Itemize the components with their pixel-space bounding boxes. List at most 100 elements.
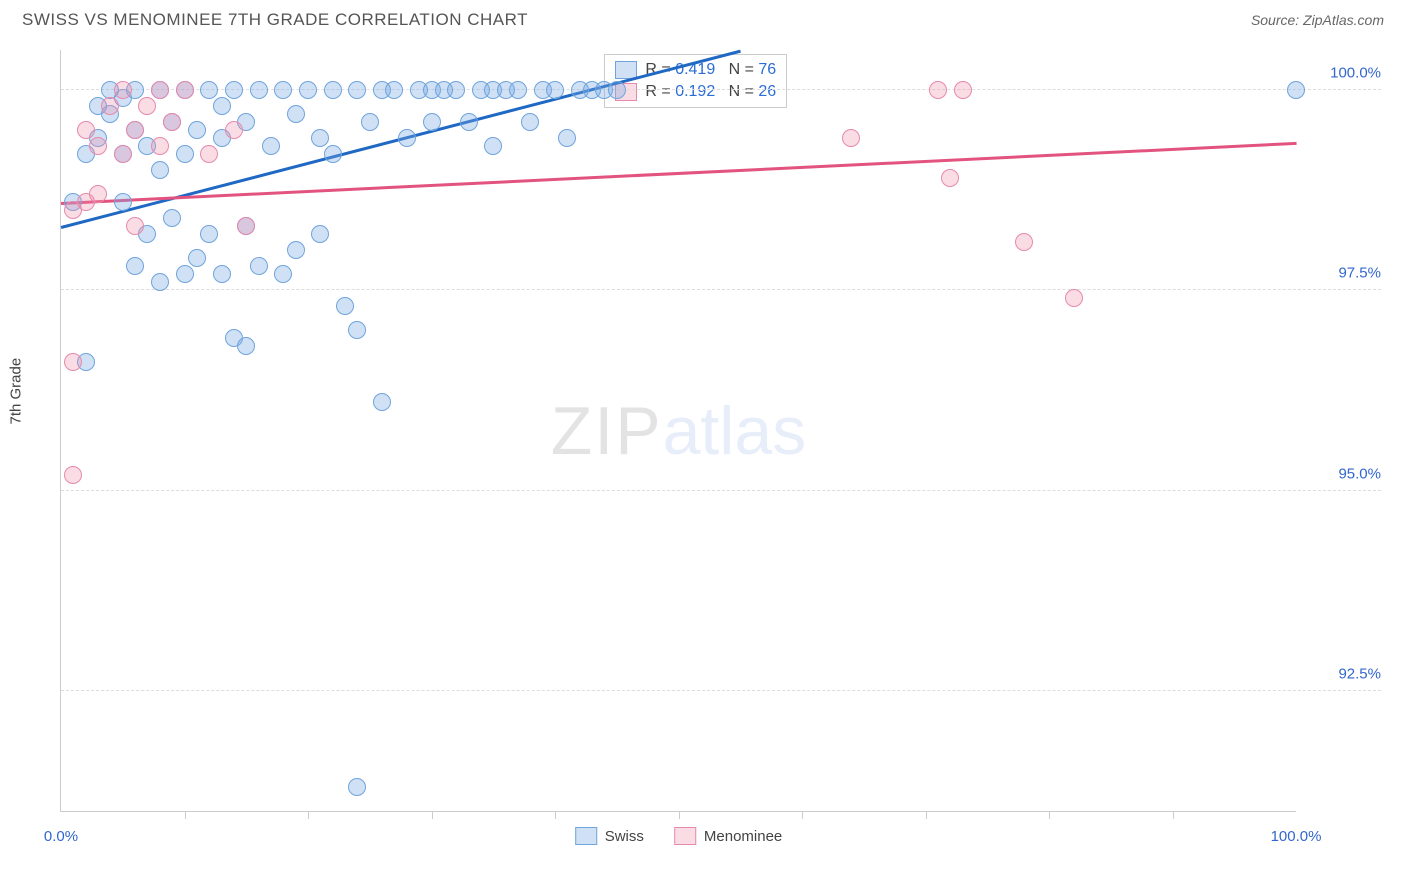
watermark: ZIPatlas [551, 392, 806, 470]
data-point [176, 81, 194, 99]
x-axis-min-label: 0.0% [44, 828, 78, 845]
y-axis-label: 7th Grade [8, 358, 25, 425]
source-label: Source: ZipAtlas.com [1251, 12, 1384, 28]
grid-line [61, 690, 1381, 691]
data-point [213, 265, 231, 283]
data-point [138, 97, 156, 115]
data-point [126, 217, 144, 235]
data-point [176, 145, 194, 163]
data-point [361, 113, 379, 131]
x-tick [926, 811, 927, 819]
data-point [151, 137, 169, 155]
trend-line [61, 142, 1297, 205]
data-point [546, 81, 564, 99]
data-point [151, 161, 169, 179]
data-point [237, 337, 255, 355]
data-point [188, 121, 206, 139]
data-point [163, 113, 181, 131]
data-point [176, 265, 194, 283]
data-point [373, 393, 391, 411]
y-tick-label: 100.0% [1301, 65, 1381, 82]
data-point [509, 81, 527, 99]
data-point [447, 81, 465, 99]
x-tick [1173, 811, 1174, 819]
plot-area: ZIPatlas R = 0.419 N = 76R = 0.192 N = 2… [60, 50, 1296, 812]
y-tick-label: 92.5% [1301, 665, 1381, 682]
legend-item: Menominee [674, 827, 782, 845]
data-point [225, 121, 243, 139]
data-point [287, 105, 305, 123]
x-tick [679, 811, 680, 819]
data-point [348, 321, 366, 339]
data-point [274, 265, 292, 283]
data-point [213, 97, 231, 115]
data-point [200, 225, 218, 243]
data-point [250, 257, 268, 275]
data-point [460, 113, 478, 131]
data-point [101, 97, 119, 115]
x-axis-max-label: 100.0% [1271, 828, 1322, 845]
data-point [941, 169, 959, 187]
chart-title: SWISS VS MENOMINEE 7TH GRADE CORRELATION… [22, 10, 528, 30]
data-point [64, 466, 82, 484]
data-point [200, 145, 218, 163]
legend-swatch [674, 827, 696, 845]
data-point [324, 145, 342, 163]
data-point [237, 217, 255, 235]
data-point [89, 185, 107, 203]
x-tick [185, 811, 186, 819]
chart-container: 7th Grade ZIPatlas R = 0.419 N = 76R = 0… [20, 40, 1386, 872]
data-point [842, 129, 860, 147]
data-point [126, 121, 144, 139]
data-point [200, 81, 218, 99]
x-tick [555, 811, 556, 819]
watermark-atlas: atlas [663, 393, 807, 469]
data-point [398, 129, 416, 147]
grid-line [61, 289, 1381, 290]
data-point [1287, 81, 1305, 99]
data-point [250, 81, 268, 99]
data-point [385, 81, 403, 99]
data-point [151, 81, 169, 99]
data-point [114, 145, 132, 163]
data-point [423, 113, 441, 131]
data-point [1015, 233, 1033, 251]
data-point [348, 778, 366, 796]
data-point [77, 121, 95, 139]
data-point [558, 129, 576, 147]
y-tick-label: 97.5% [1301, 265, 1381, 282]
data-point [348, 81, 366, 99]
data-point [484, 137, 502, 155]
data-point [608, 81, 626, 99]
x-tick [432, 811, 433, 819]
legend-stats: R = 0.192 N = 26 [645, 83, 776, 101]
data-point [336, 297, 354, 315]
data-point [163, 209, 181, 227]
legend-label: Swiss [605, 828, 644, 845]
watermark-zip: ZIP [551, 393, 663, 469]
data-point [311, 129, 329, 147]
data-point [151, 273, 169, 291]
x-tick [802, 811, 803, 819]
data-point [299, 81, 317, 99]
legend-label: Menominee [704, 828, 782, 845]
data-point [262, 137, 280, 155]
data-point [126, 257, 144, 275]
legend-item: Swiss [575, 827, 644, 845]
data-point [225, 81, 243, 99]
y-tick-label: 95.0% [1301, 465, 1381, 482]
data-point [929, 81, 947, 99]
data-point [274, 81, 292, 99]
x-tick [1049, 811, 1050, 819]
data-point [188, 249, 206, 267]
data-point [1065, 289, 1083, 307]
data-point [311, 225, 329, 243]
legend-row: R = 0.192 N = 26 [615, 81, 776, 103]
grid-line [61, 490, 1381, 491]
data-point [89, 137, 107, 155]
data-point [324, 81, 342, 99]
data-point [114, 81, 132, 99]
data-point [64, 353, 82, 371]
data-point [114, 193, 132, 211]
x-tick [308, 811, 309, 819]
